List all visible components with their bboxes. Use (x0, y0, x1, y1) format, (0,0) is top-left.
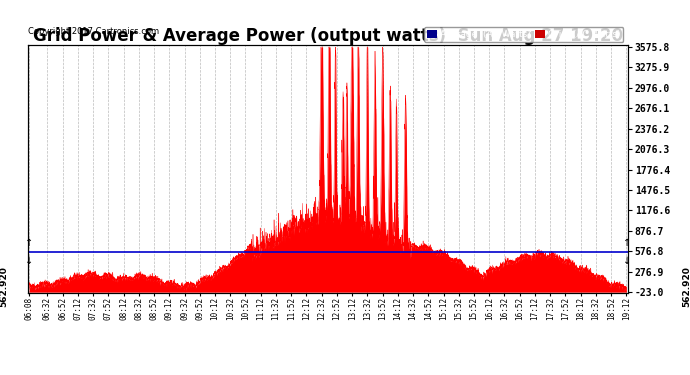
Text: 562.920: 562.920 (682, 266, 690, 306)
Text: 562.920: 562.920 (0, 266, 8, 306)
Legend: Average  (AC Watts), Grid  (AC Watts): Average (AC Watts), Grid (AC Watts) (424, 27, 623, 42)
Text: ↓: ↓ (25, 256, 33, 266)
Text: ↑: ↑ (25, 238, 33, 248)
Title: Grid Power & Average Power (output watts)  Sun Aug 27 19:20: Grid Power & Average Power (output watts… (32, 27, 623, 45)
Text: ↓: ↓ (622, 256, 631, 266)
Text: Copyright 2017 Cartronics.com: Copyright 2017 Cartronics.com (28, 27, 159, 36)
Text: ↑: ↑ (622, 238, 631, 248)
